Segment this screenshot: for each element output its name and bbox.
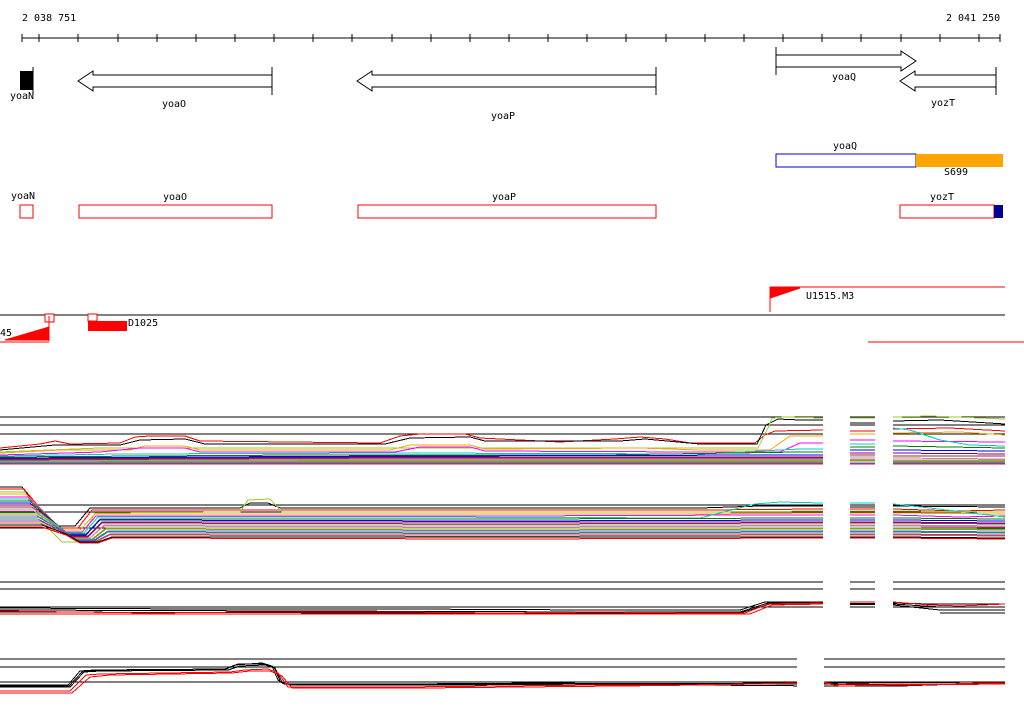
profile-track-4-line <box>0 670 1006 694</box>
profile-track-2-line <box>0 524 1006 543</box>
profile-track-1-line <box>0 427 1006 457</box>
profile-track-2-line <box>0 500 1006 535</box>
cds-label-yoaP: yoaP <box>492 192 517 203</box>
ruler-end-label: 2 041 250 <box>946 13 1001 24</box>
transcript-segment-S699[interactable] <box>916 154 1003 167</box>
gene-label-yoaO: yoaO <box>162 99 187 110</box>
profile-track-2-line <box>0 526 1006 544</box>
profile-track-3-line <box>0 603 824 615</box>
profile-track-3-gap-mask <box>875 576 893 620</box>
gene-arrow-yozT[interactable] <box>899 70 997 92</box>
profile-track-2-line <box>0 516 1006 541</box>
signal-open-box <box>87 313 98 322</box>
profile-track-1-line <box>0 427 1006 449</box>
deletion-label: D1025 <box>128 318 159 329</box>
profile-track-2-gap-mask <box>823 483 850 550</box>
gene-label-yoaN: yoaN <box>10 91 35 102</box>
cds-cap-yozT[interactable] <box>994 205 1003 218</box>
left-feature-label: 45 <box>0 328 13 339</box>
cds-rect-yoaP[interactable] <box>357 204 657 219</box>
profile-track-4-gap-mask <box>797 650 824 705</box>
gene-label-yoaQ: yoaQ <box>832 72 857 83</box>
profile-track-3-line <box>0 601 1005 611</box>
profile-track-4-line <box>0 663 1006 687</box>
gene-arrow-yoaP[interactable] <box>356 70 657 92</box>
profile-track-1-line <box>0 418 1006 451</box>
profile-track-2-line <box>0 518 1006 542</box>
signal-filled-box <box>88 321 127 331</box>
profile-track-3-gap-mask <box>823 576 850 620</box>
gene-box-yoaN[interactable] <box>20 71 33 90</box>
profile-track-3-line <box>0 601 1006 614</box>
profile-track-1-gap-mask <box>875 412 893 470</box>
cds-rect-yozT[interactable] <box>899 204 995 219</box>
profile-track-2-line <box>0 522 1006 543</box>
profile-track-2-line <box>0 520 1006 542</box>
cds-label-yozT: yozT <box>930 192 955 203</box>
transcript-segment-label: S699 <box>944 167 969 178</box>
cds-rect-yoaO[interactable] <box>78 204 273 219</box>
transcript-bar-yoaQ[interactable] <box>775 153 917 168</box>
profile-track-2-line <box>0 491 1006 543</box>
cds-rect-yoaN[interactable] <box>19 204 34 219</box>
profile-track-2-gap-mask <box>875 483 893 550</box>
gene-label-yoaP: yoaP <box>491 111 516 122</box>
ruler-start-label: 2 038 751 <box>22 13 77 24</box>
transcript-label: yoaQ <box>833 141 858 152</box>
probe-label: U1515.M3 <box>806 291 855 302</box>
profile-track-3-line <box>0 602 1005 613</box>
cds-label-yoaO: yoaO <box>163 192 188 203</box>
gene-arrow-yoaQ[interactable] <box>775 50 917 72</box>
gene-label-yozT: yozT <box>931 98 956 109</box>
gene-arrow-yoaO[interactable] <box>77 70 273 92</box>
profile-track-4-line <box>0 668 1005 692</box>
profile-track-1-line <box>0 431 1006 454</box>
signal-wedge <box>769 287 801 299</box>
profile-track-2-line <box>0 512 1006 540</box>
profile-track-1-gap-mask <box>823 412 850 470</box>
cds-label-yoaN: yoaN <box>11 191 36 202</box>
profile-track-1-line <box>0 439 1006 456</box>
profile-track-2-line <box>0 504 1006 537</box>
